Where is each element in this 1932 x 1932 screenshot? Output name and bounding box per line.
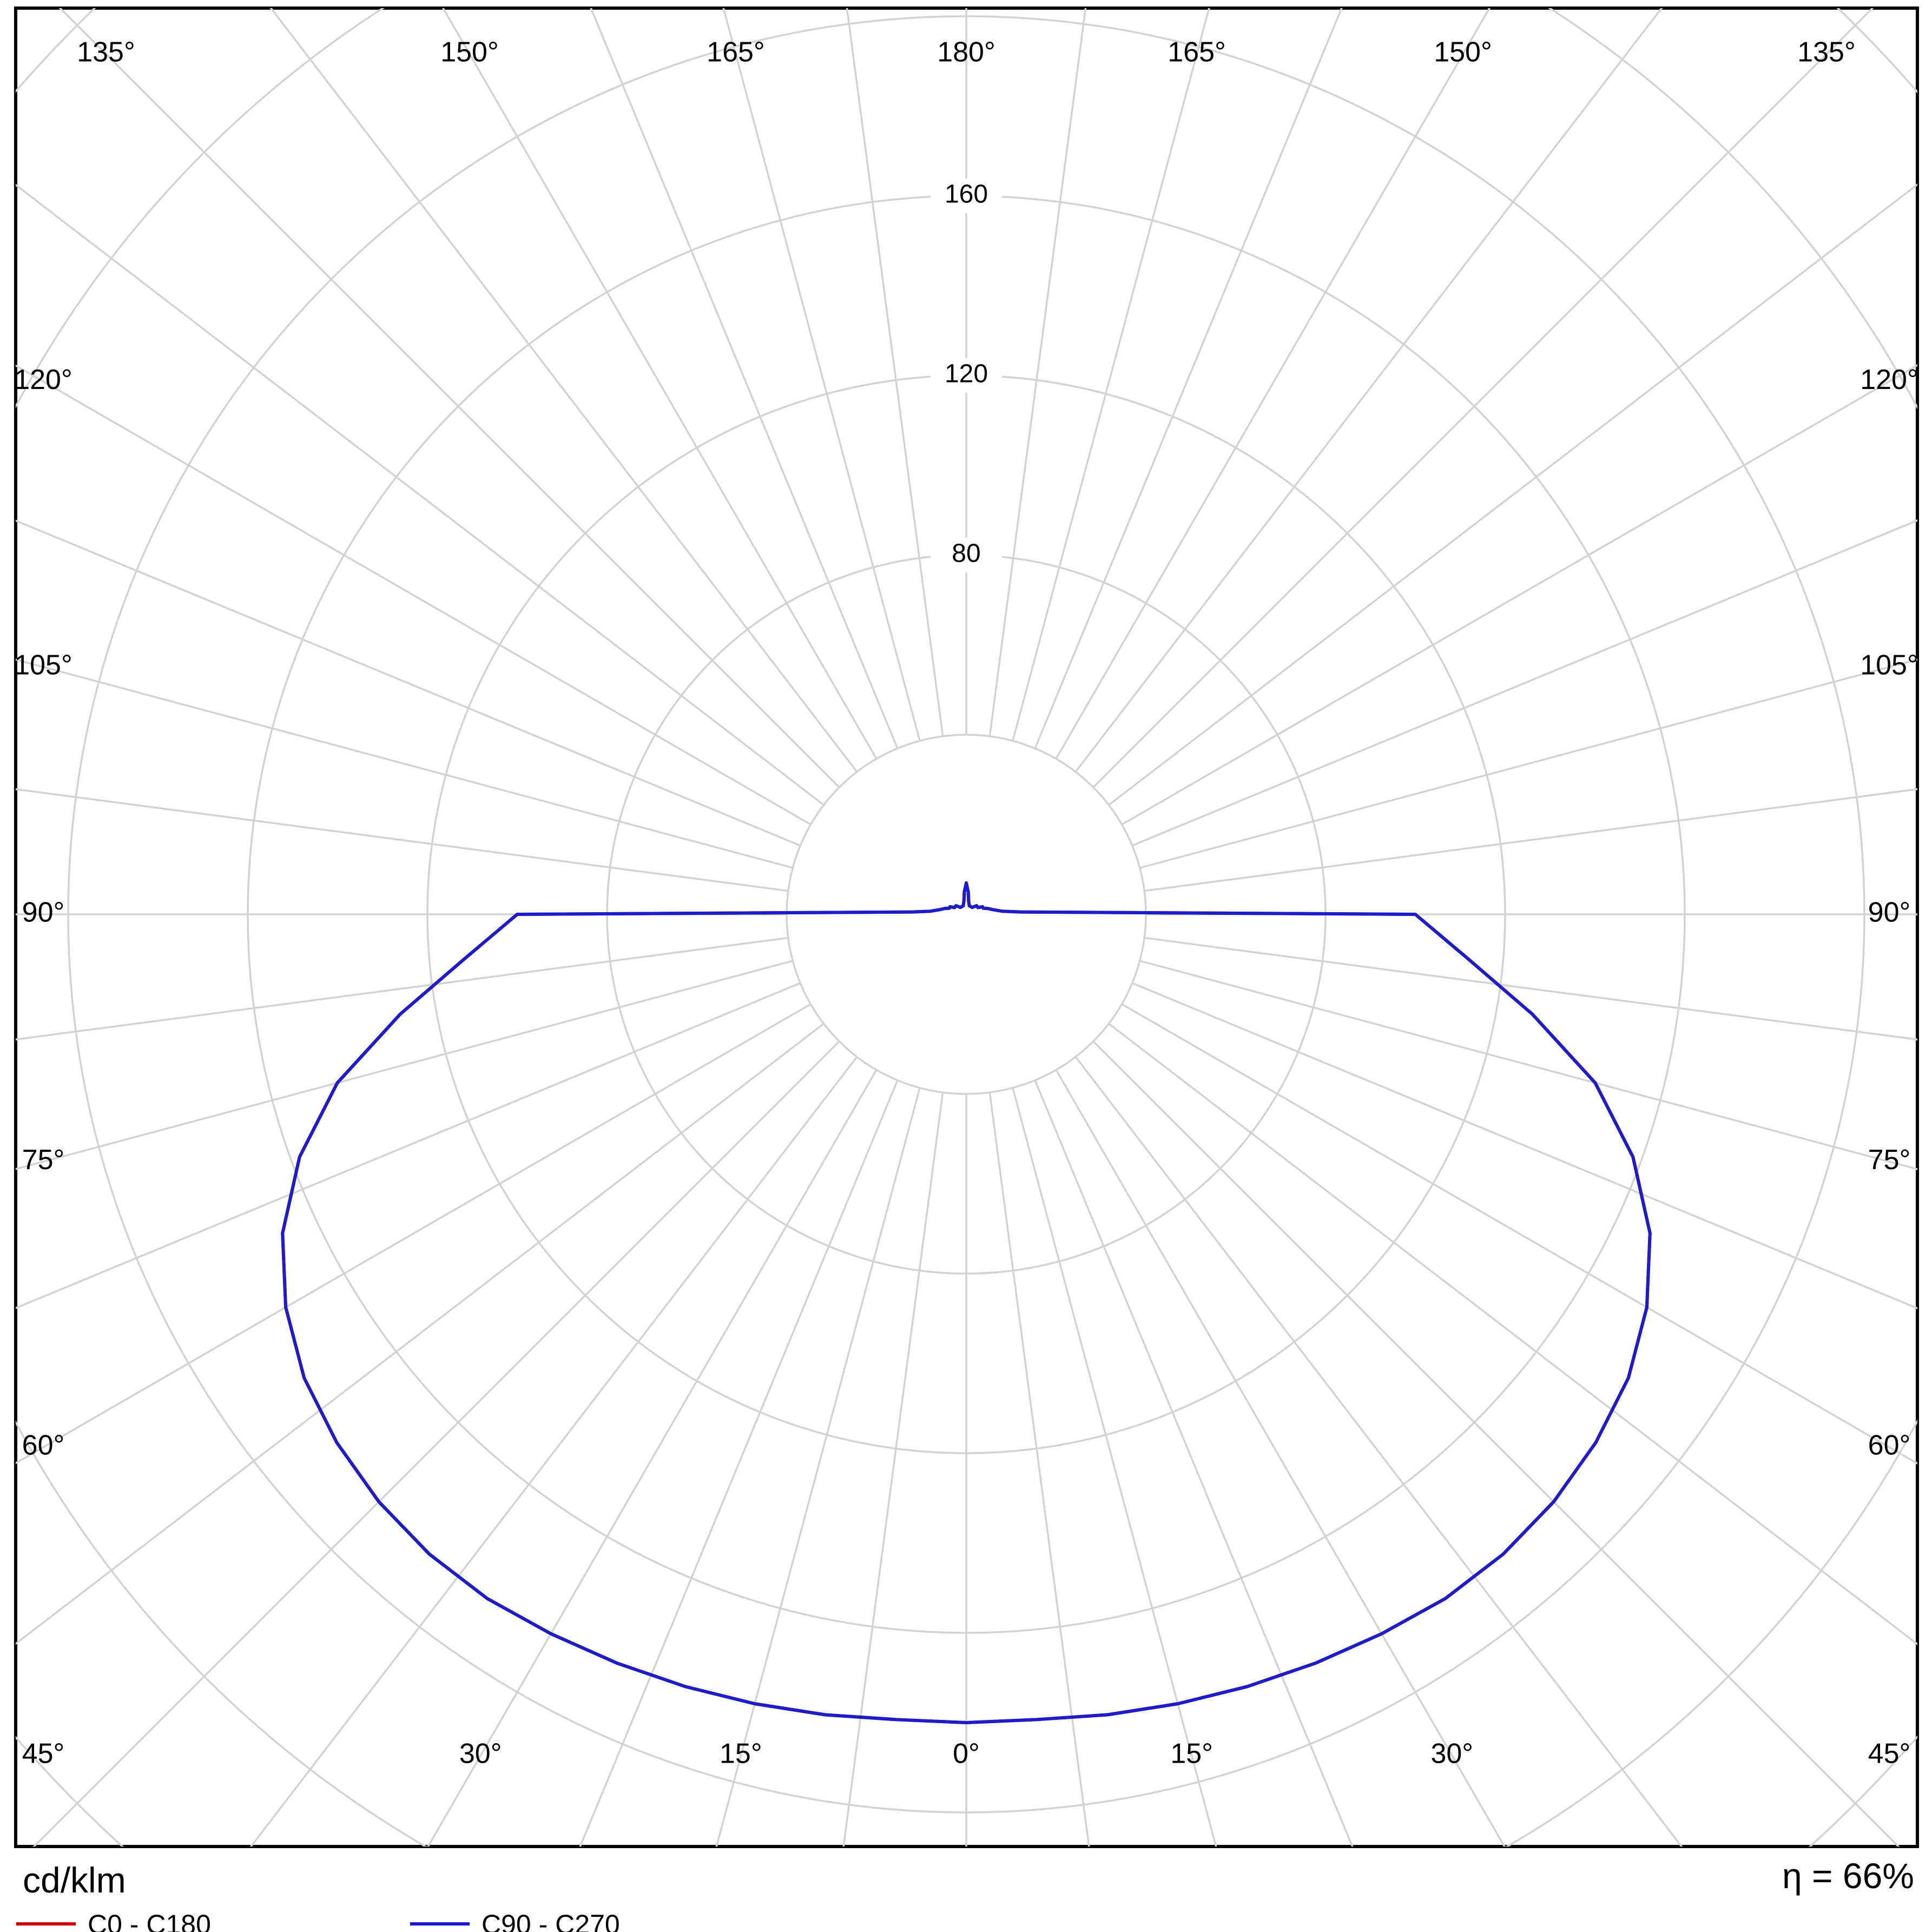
grid-spoke [16, 1023, 825, 1645]
grid-spoke [1055, 8, 1491, 760]
angle-label: 105° [1860, 650, 1918, 681]
grid-circle [786, 734, 1147, 1095]
grid-spoke [1132, 519, 1917, 847]
grid-spoke [16, 364, 812, 826]
angle-label: 0° [953, 1738, 980, 1770]
grid-spoke [579, 1080, 899, 1847]
angle-label: 15° [1170, 1738, 1213, 1770]
radial-label-bg [931, 179, 1002, 213]
grid-spoke [1034, 8, 1343, 749]
grid-spoke [1074, 1056, 1683, 1847]
angle-label: 180° [937, 37, 995, 68]
grid-spoke [16, 960, 793, 1170]
radial-label: 120 [945, 360, 988, 388]
angle-label: 135° [1797, 37, 1856, 68]
grid-spoke [715, 1087, 921, 1847]
grid-spoke [32, 1040, 840, 1847]
angle-label: 15° [720, 1738, 762, 1770]
radial-label: 160 [945, 180, 988, 209]
angle-label: 30° [459, 1738, 502, 1770]
grid-spoke [1139, 658, 1917, 869]
grid-spoke [1108, 1023, 1917, 1646]
grid-spoke [16, 788, 789, 892]
grid-spoke [249, 1056, 858, 1847]
angle-label: 105° [14, 650, 72, 681]
grid-spoke [1144, 788, 1917, 892]
angle-label: 135° [77, 37, 135, 68]
angle-label: 30° [1430, 1738, 1473, 1770]
grid-spoke [1092, 8, 1874, 788]
grid-spoke [1055, 1069, 1506, 1847]
unit-label: cd/klm [23, 1860, 126, 1900]
grid-spoke [441, 8, 878, 760]
grid-spoke [722, 8, 921, 741]
grid-spoke [1121, 1003, 1917, 1465]
grid-spoke [427, 1069, 878, 1847]
grid-spoke [1139, 960, 1917, 1170]
angle-label: 90° [22, 897, 65, 928]
angle-label: 90° [1868, 897, 1911, 928]
grid-spoke [1012, 1087, 1217, 1847]
angle-label: 165° [707, 37, 765, 68]
grid-labels: 0° 15° 15° 30° 30° 45° 45° 60° 60° 75° 75° 90° 90° 10… [14, 37, 1918, 1770]
angle-label: 75° [1868, 1144, 1911, 1176]
angle-label: 60° [1868, 1430, 1911, 1461]
angle-label: 60° [22, 1430, 65, 1461]
grid-spoke [1034, 1080, 1354, 1847]
efficiency-label: η = 66% [1782, 1856, 1914, 1896]
grid-spoke [590, 8, 899, 749]
grid-spoke [16, 519, 801, 847]
grid-spoke [842, 1092, 944, 1847]
grid-spoke [1092, 1040, 1900, 1847]
legend-label-c0-c180: C0 - C180 [88, 1909, 211, 1932]
grid-spoke [16, 937, 789, 1041]
grid-spoke [988, 8, 1087, 737]
grid-spoke [1108, 183, 1917, 806]
grid-spoke [988, 1092, 1090, 1847]
grid-spoke [1144, 937, 1917, 1041]
curve-c90-c270 [281, 881, 1652, 1724]
angle-label: 165° [1168, 37, 1226, 68]
grid-spoke [58, 8, 840, 788]
grid-spoke [16, 658, 793, 869]
grid-spoke [16, 982, 801, 1309]
angle-label: 150° [440, 37, 499, 68]
grid-spoke [1121, 364, 1917, 826]
grid-spoke [1074, 8, 1663, 773]
grid-spoke [846, 8, 944, 737]
angle-label: 120° [14, 364, 72, 395]
grid-spoke [269, 8, 858, 773]
grid-spoke [1012, 8, 1210, 741]
intensity-curves [281, 881, 1652, 1724]
radial-label-bg [931, 358, 1002, 393]
grid-spoke [16, 1003, 812, 1465]
angle-label: 45° [1868, 1738, 1911, 1770]
grid-spoke [16, 183, 825, 806]
radial-label: 80 [952, 539, 980, 568]
grid-spoke [1132, 982, 1917, 1310]
angle-label: 75° [22, 1144, 65, 1176]
legend: C0 - C180 C90 - C270 [16, 1909, 620, 1932]
angle-label: 45° [22, 1738, 65, 1770]
radial-label-bg [931, 538, 1002, 572]
angle-label: 120° [1860, 364, 1918, 395]
legend-label-c90-c270: C90 - C270 [482, 1909, 620, 1932]
angle-label: 150° [1434, 37, 1492, 68]
